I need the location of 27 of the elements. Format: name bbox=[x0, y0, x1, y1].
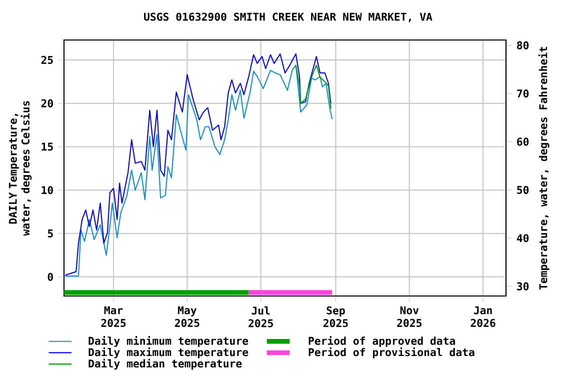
legend-label: Daily minimum temperature bbox=[88, 336, 248, 347]
y-tick-label: 25 bbox=[41, 56, 53, 64]
x-tick-label: May 2025 bbox=[174, 306, 200, 327]
y2-tick-label: 40 bbox=[516, 234, 529, 242]
y-tick-label: 15 bbox=[42, 142, 53, 151]
x-tick-label: Jul 2025 bbox=[248, 306, 273, 328]
legend-label: Daily median temperature bbox=[88, 358, 242, 370]
chart-title: USGS 01632900 SMITH CREEK NEAR NEW MARKET, VA bbox=[144, 12, 432, 22]
line-series bbox=[295, 64, 332, 110]
y2-tick-label: 80 bbox=[517, 41, 529, 50]
y-tick-label: 10 bbox=[42, 186, 53, 194]
y2-tick-label: 60 bbox=[517, 138, 529, 146]
x-tick-label: Sep 2025 bbox=[323, 306, 348, 328]
y-axis-title: DAILY Temperature, water, degrees Celsius bbox=[8, 101, 32, 236]
y2-axis-title: Temperature, water, degrees Fahrenheit bbox=[538, 46, 550, 290]
x-tick-label: Jan 2026 bbox=[470, 306, 496, 327]
y2-tick-label: 50 bbox=[517, 186, 529, 194]
y-tick-label: 0 bbox=[48, 272, 53, 281]
x-tick-label: Nov 2025 bbox=[397, 306, 422, 327]
y2-tick-label: 70 bbox=[517, 89, 529, 98]
y-tick-label: 5 bbox=[48, 230, 53, 238]
legend-label: Period of approved data bbox=[308, 336, 456, 347]
x-tick-label: Mar 2025 bbox=[101, 306, 126, 327]
y-tick-label: 20 bbox=[41, 99, 53, 108]
legend-label: Period of provisional data bbox=[308, 347, 474, 358]
y2-tick-label: 30 bbox=[517, 282, 529, 290]
legend-label: Daily maximum temperature bbox=[88, 347, 248, 358]
